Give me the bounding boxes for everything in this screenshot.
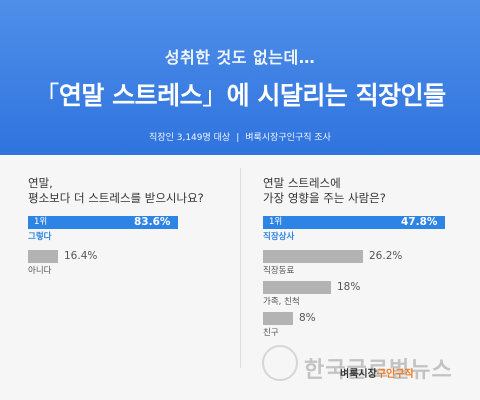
chart-2-bar-1 (263, 216, 445, 229)
question-line-2: 가장 영향을 주는 사람은? (263, 191, 386, 205)
watermark-seal-icon (262, 345, 298, 381)
brand-part2: 구인구직 (376, 369, 414, 380)
sample-size: 직장인 3,149명 대상 (149, 133, 231, 143)
chart-1-category-1: 그렇다 (28, 232, 52, 242)
chart-1-value-label-1: 83.6% (134, 216, 171, 228)
survey-source: 벼룩시장구인구직 조사 (245, 133, 331, 143)
chart-2-category-1: 직장상사 (263, 232, 295, 242)
chart-2-category-3: 가족, 친척 (263, 297, 300, 307)
chart-2-bar-3 (263, 281, 331, 294)
chart-2-bar-4 (263, 312, 293, 325)
chart-2-category-2: 직장동료 (263, 266, 295, 276)
chart-1-question: 연말, 평소보다 더 스트레스를 받으시나요? (28, 176, 204, 206)
title-highlight: 연말 스트레스 (58, 81, 203, 110)
question-line-1: 연말 스트레스에 (263, 176, 341, 190)
panel-divider (240, 168, 241, 368)
main-title: 「연말 스트레스」에 시달리는 직장인들 (0, 76, 480, 112)
header-banner: 성취한 것도 없는데… 「연말 스트레스」에 시달리는 직장인들 직장인 3,1… (0, 0, 480, 155)
title-rest: 에 시달리는 직장인들 (226, 81, 446, 110)
chart-1-category-2: 아니다 (28, 266, 52, 276)
chart-panel-left (0, 155, 240, 400)
source-line: 직장인 3,149명 대상 | 벼룩시장구인구직 조사 (0, 130, 480, 143)
chart-2-value-label-2: 26.2% (369, 250, 403, 262)
chart-2-question: 연말 스트레스에 가장 영향을 주는 사람은? (263, 176, 386, 206)
chart-1-bar-1 (28, 216, 178, 229)
question-line-1: 연말, (28, 176, 53, 190)
chart-1-rank-label: 1위 (34, 217, 48, 227)
chart-2-value-label-4: 8% (299, 312, 316, 324)
brand-logo: 벼룩시장구인구직 (340, 365, 414, 380)
brand-part1: 벼룩시장 (340, 369, 377, 380)
title-bracket-close: 」 (202, 81, 227, 110)
question-line-2: 평소보다 더 스트레스를 받으시나요? (28, 191, 204, 205)
chart-1-value-label-2: 16.4% (64, 250, 98, 262)
chart-2-value-label-1: 47.8% (401, 216, 438, 228)
chart-2-value-label-3: 18% (337, 281, 361, 293)
watermark-text: 한국글로벌뉴스 (304, 358, 453, 383)
chart-1-bar-2 (28, 250, 58, 263)
chart-2-rank-label: 1위 (269, 217, 283, 227)
title-bracket-open: 「 (34, 81, 59, 110)
chart-2-category-4: 친구 (263, 328, 279, 338)
source-separator: | (236, 133, 240, 143)
chart-2-bar-2 (263, 250, 363, 263)
subtitle: 성취한 것도 없는데… (164, 48, 316, 67)
